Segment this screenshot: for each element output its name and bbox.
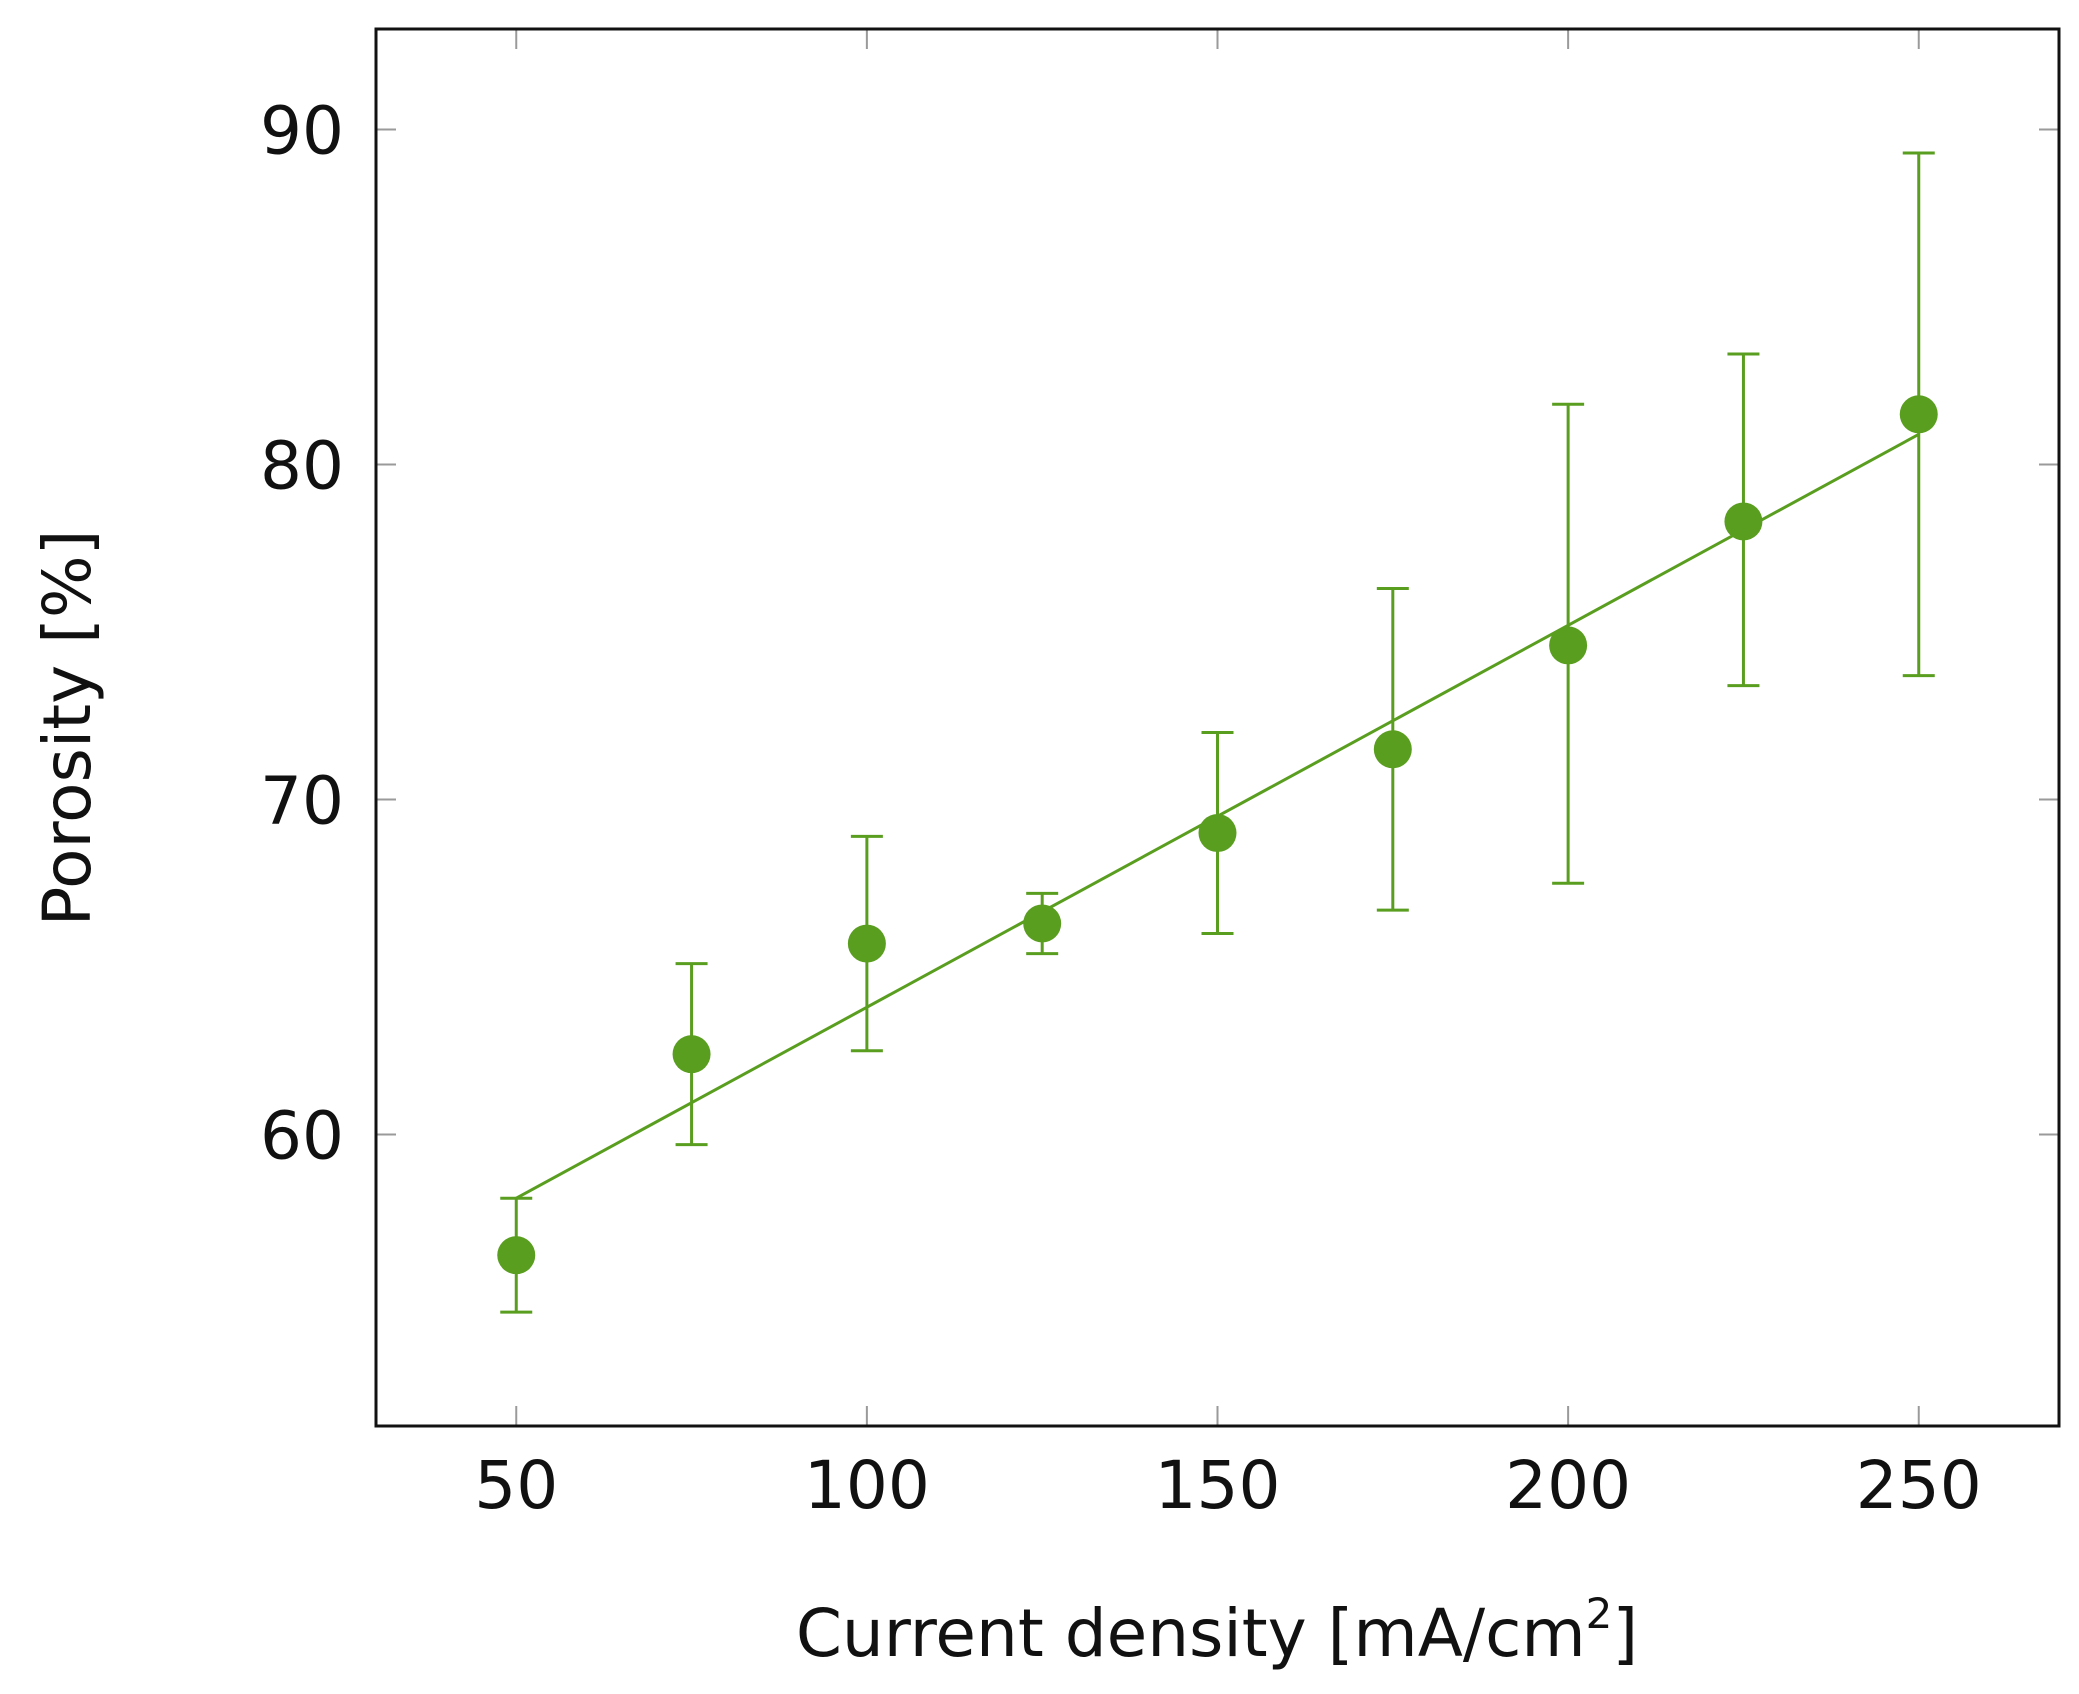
data-point-200 bbox=[1549, 626, 1588, 665]
data-point-50 bbox=[497, 1236, 536, 1275]
x-tick-label-200: 200 bbox=[1505, 1447, 1631, 1524]
x-tick-label-150: 150 bbox=[1155, 1447, 1281, 1524]
x-tick-label-50: 50 bbox=[474, 1447, 558, 1524]
data-points-layer bbox=[497, 395, 1938, 1275]
x-axis-title-suffix: ] bbox=[1612, 1595, 1638, 1672]
x-axis-title-main: Current density [mA/cm bbox=[796, 1595, 1586, 1672]
axis-ticks bbox=[376, 29, 2059, 1426]
x-tick-label-250: 250 bbox=[1856, 1447, 1982, 1524]
y-tick-label-60: 60 bbox=[260, 1098, 344, 1175]
y-axis-title: Porosity [%] bbox=[29, 530, 106, 927]
error-bars-layer bbox=[500, 151, 1935, 1314]
data-point-125 bbox=[1023, 904, 1062, 943]
data-point-100 bbox=[847, 924, 886, 963]
data-point-175 bbox=[1373, 730, 1412, 769]
y-tick-label-80: 80 bbox=[260, 428, 344, 505]
data-point-75 bbox=[672, 1035, 711, 1074]
data-point-225 bbox=[1724, 502, 1763, 541]
data-point-150 bbox=[1198, 814, 1237, 853]
y-tick-label-90: 90 bbox=[260, 93, 344, 170]
plot-frame bbox=[374, 27, 2061, 1428]
data-point-250 bbox=[1899, 395, 1938, 434]
y-tick-label-70: 70 bbox=[260, 763, 344, 840]
tick-labels: 50 100 150 200 250 60 70 80 90 bbox=[260, 93, 1982, 1524]
x-tick-label-100: 100 bbox=[804, 1447, 930, 1524]
x-axis-title: Current density [mA/cm2] bbox=[796, 1589, 1638, 1672]
x-axis-title-superscript: 2 bbox=[1586, 1589, 1613, 1638]
